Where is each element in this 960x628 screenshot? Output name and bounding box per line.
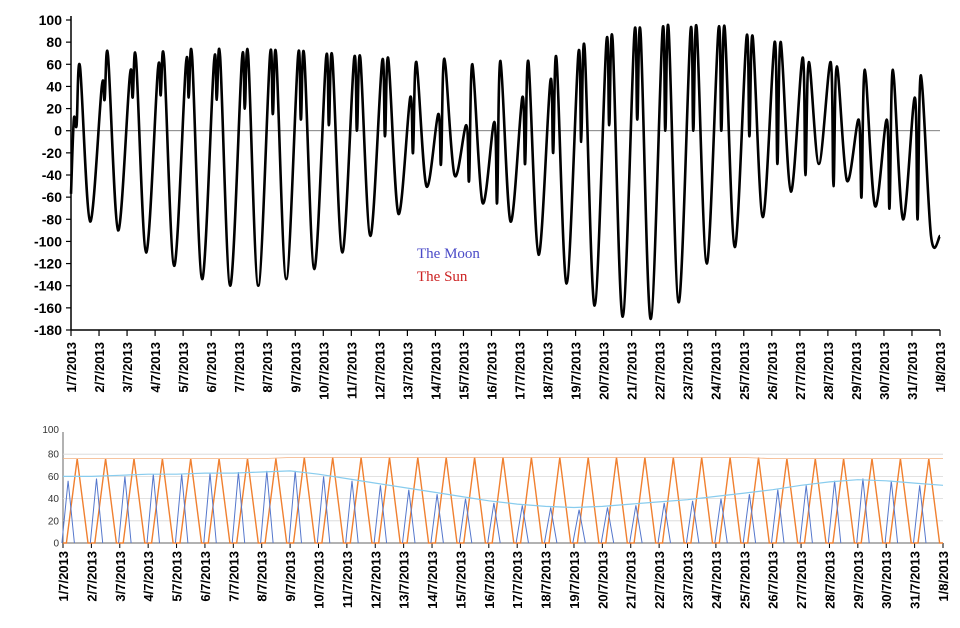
x-tick-label: 17/7/2013 (513, 342, 528, 400)
x-tick-label: 24/7/2013 (709, 342, 724, 400)
x-tick-label: 1/8/2013 (933, 342, 948, 393)
x-tick-label: 3/7/2013 (120, 342, 135, 393)
x-tick-label: 20/7/2013 (597, 342, 612, 400)
x-tick-label: 29/7/2013 (851, 551, 866, 609)
x-tick-label: 16/7/2013 (482, 551, 497, 609)
y-tick-label: 20 (48, 516, 60, 527)
x-tick-label: 19/7/2013 (567, 551, 582, 609)
x-tick-label: 6/7/2013 (198, 551, 213, 602)
x-tick-label: 21/7/2013 (625, 342, 640, 400)
x-tick-label: 23/7/2013 (681, 551, 696, 609)
x-tick-label: 9/7/2013 (283, 551, 298, 602)
x-tick-label: 6/7/2013 (204, 342, 219, 393)
x-tick-label: 31/7/2013 (905, 342, 920, 400)
x-tick-label: 4/7/2013 (148, 342, 163, 393)
x-tick-label: 9/7/2013 (288, 342, 303, 393)
x-tick-label: 1/8/2013 (936, 551, 951, 602)
y-tick-label-partial: 100 (42, 425, 59, 436)
y-tick-label: 100 (39, 12, 63, 28)
x-tick-label: 2/7/2013 (92, 342, 107, 393)
x-tick-label: 31/7/2013 (908, 551, 923, 609)
x-tick-label: 11/7/2013 (340, 551, 355, 608)
x-tick-label: 26/7/2013 (765, 342, 780, 400)
x-tick-label: 18/7/2013 (539, 551, 554, 609)
x-tick-label: 30/7/2013 (879, 551, 894, 609)
x-tick-label: 3/7/2013 (113, 551, 128, 602)
y-tick-label: 60 (46, 56, 62, 72)
x-tick-label: 15/7/2013 (456, 342, 471, 400)
x-tick-label: 19/7/2013 (569, 342, 584, 400)
x-tick-label: 8/7/2013 (255, 551, 270, 602)
x-tick-label: 7/7/2013 (232, 342, 247, 393)
x-tick-label: 8/7/2013 (260, 342, 275, 393)
x-tick-label: 13/7/2013 (397, 551, 412, 609)
y-tick-label: -160 (34, 300, 62, 316)
y-tick-label: 60 (48, 472, 60, 483)
x-tick-label: 26/7/2013 (766, 551, 781, 609)
x-tick-label: 28/7/2013 (822, 551, 837, 609)
x-tick-label: 10/7/2013 (311, 551, 326, 609)
x-tick-label: 11/7/2013 (344, 342, 359, 399)
y-tick-label: -20 (42, 145, 62, 161)
x-tick-label: 25/7/2013 (737, 551, 752, 609)
x-tick-label: 5/7/2013 (170, 551, 185, 602)
x-tick-label: 18/7/2013 (541, 342, 556, 400)
x-tick-label: 13/7/2013 (400, 342, 415, 400)
x-tick-label: 12/7/2013 (372, 342, 387, 400)
x-tick-label: 29/7/2013 (849, 342, 864, 400)
x-tick-label: 22/7/2013 (652, 551, 667, 609)
y-tick-label: 0 (53, 539, 59, 550)
x-tick-label: 23/7/2013 (681, 342, 696, 400)
x-tick-label: 25/7/2013 (737, 342, 752, 400)
y-tick-label: 40 (46, 78, 62, 94)
x-tick-label: 17/7/2013 (510, 551, 525, 609)
x-tick-label: 1/7/2013 (56, 551, 71, 602)
x-tick-label: 20/7/2013 (595, 551, 610, 609)
y-tick-label: -100 (34, 233, 62, 249)
x-tick-label: 1/7/2013 (64, 342, 79, 393)
x-tick-label: 4/7/2013 (141, 551, 156, 602)
x-tick-label: 28/7/2013 (821, 342, 836, 400)
x-tick-label: 24/7/2013 (709, 551, 724, 609)
y-tick-label: -60 (42, 189, 62, 205)
y-tick-label: 80 (46, 34, 62, 50)
x-tick-label: 2/7/2013 (84, 551, 99, 602)
y-tick-label: -120 (34, 256, 62, 272)
y-tick-label: 20 (46, 101, 62, 117)
water-level-line (69, 23, 942, 321)
x-tick-label: 21/7/2013 (624, 551, 639, 609)
x-tick-label: 14/7/2013 (425, 551, 440, 609)
y-tick-label: 80 (48, 450, 60, 461)
x-tick-label: 7/7/2013 (226, 551, 241, 602)
y-tick-label: -80 (42, 211, 62, 227)
moon-envelope-line (63, 470, 944, 509)
x-tick-label: 16/7/2013 (484, 342, 499, 400)
y-tick-label: 40 (48, 494, 60, 505)
y-tick-label: 0 (54, 123, 62, 139)
sun-moon-chart: 80 60 40 20 0 100 1/7/2013 2/7/2013 3/7/2013 4/7/… (42, 425, 951, 609)
x-tick-label: 5/7/2013 (176, 342, 191, 393)
x-tick-label: 12/7/2013 (368, 551, 383, 609)
x-tick-label: 14/7/2013 (428, 342, 443, 400)
y-tick-label: -180 (34, 322, 62, 338)
y-tick-label: -40 (42, 167, 62, 183)
legend-moon: The Moon (417, 246, 480, 262)
x-tick-label: 27/7/2013 (794, 551, 809, 609)
x-tick-label: 15/7/2013 (453, 551, 468, 609)
legend-sun: The Sun (417, 269, 468, 285)
water-level-chart: 100 80 60 40 20 0 -20 -40 -60 -80 -100 -120 -140 -160… (34, 12, 948, 400)
x-tick-label: 22/7/2013 (653, 342, 668, 400)
sun-level-line (63, 457, 943, 459)
x-tick-label: 10/7/2013 (316, 342, 331, 400)
x-tick-label: 27/7/2013 (793, 342, 808, 400)
x-tick-label: 30/7/2013 (877, 342, 892, 400)
y-tick-label: -140 (34, 278, 62, 294)
